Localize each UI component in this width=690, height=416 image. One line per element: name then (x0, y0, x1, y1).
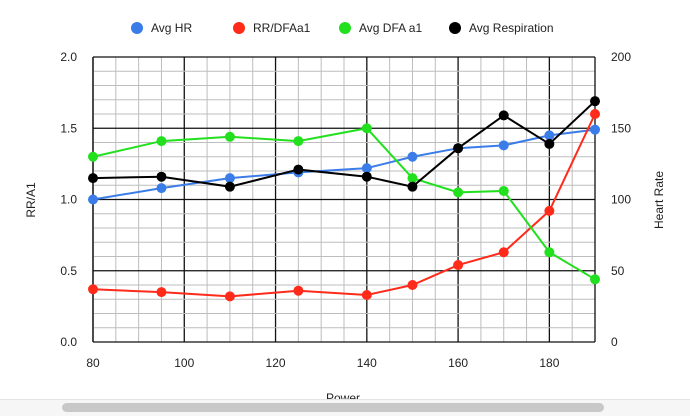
y-right-tick-label: 50 (611, 264, 625, 278)
legend-marker-rr-dfaa1 (233, 22, 245, 34)
y-left-tick-label: 2.0 (60, 50, 77, 64)
grid (92, 56, 596, 343)
data-point-rr-dfaa1 (590, 109, 600, 119)
data-point-avg-hr (156, 183, 167, 194)
y-axis-right-title: Heart Rate (652, 171, 666, 229)
data-point-avg-dfa-a1 (590, 274, 600, 285)
data-point-avg-respiration (498, 110, 509, 121)
y-left-tick-label: 1.5 (60, 121, 77, 135)
legend-label-avg-respiration: Avg Respiration (469, 21, 554, 35)
y-right-tick-label: 0 (611, 335, 618, 349)
horizontal-scrollbar-thumb[interactable] (62, 403, 604, 412)
data-point-rr-dfaa1 (224, 291, 235, 302)
data-point-avg-respiration (590, 96, 600, 107)
y-right-tick-label: 100 (611, 193, 631, 207)
data-point-avg-hr (361, 163, 372, 174)
data-point-rr-dfaa1 (407, 280, 418, 290)
y-left-tick-label: 1.0 (60, 193, 77, 207)
data-point-avg-dfa-a1 (88, 151, 98, 162)
data-point-avg-hr (544, 130, 555, 141)
x-tick-label: 160 (448, 356, 468, 370)
series-line-avg-dfa-a1 (92, 127, 596, 281)
data-point-avg-dfa-a1 (293, 136, 304, 147)
data-point-avg-respiration (544, 138, 555, 149)
legend-label-rr-dfaa1: RR/DFAa1 (253, 21, 311, 35)
data-point-avg-respiration (361, 171, 372, 182)
data-point-rr-dfaa1 (88, 284, 98, 295)
data-point-rr-dfaa1 (156, 287, 167, 298)
data-point-rr-dfaa1 (293, 285, 304, 296)
series-line-rr-dfaa1 (92, 113, 596, 298)
data-point-avg-dfa-a1 (156, 136, 167, 147)
y-left-tick-label: 0.0 (60, 335, 77, 349)
y-right-tick-label: 150 (611, 121, 631, 135)
data-point-avg-respiration (407, 181, 418, 192)
x-tick-label: 180 (539, 356, 559, 370)
x-tick-label: 80 (86, 356, 100, 370)
x-tick-label: 120 (266, 356, 286, 370)
legend-label-avg-dfa-a1: Avg DFA a1 (359, 21, 422, 35)
data-point-rr-dfaa1 (544, 205, 555, 216)
legend-label-avg-hr: Avg HR (151, 21, 192, 35)
data-point-avg-dfa-a1 (407, 173, 418, 184)
series-line-avg-respiration (92, 100, 596, 188)
data-point-avg-hr (224, 173, 235, 184)
y-axis-left-title: RR/A1 (24, 182, 38, 218)
legend-marker-avg-hr (131, 22, 143, 34)
legend-marker-avg-respiration (449, 22, 461, 34)
data-point-avg-dfa-a1 (361, 123, 372, 134)
data-point-avg-dfa-a1 (224, 131, 235, 142)
y-left-tick-label: 0.5 (60, 264, 77, 278)
series (88, 96, 600, 302)
data-point-rr-dfaa1 (361, 289, 372, 300)
data-point-avg-hr (498, 140, 509, 151)
data-point-avg-dfa-a1 (544, 247, 555, 258)
data-point-avg-respiration (88, 173, 98, 184)
y-right-tick-label: 200 (611, 50, 631, 64)
data-point-avg-dfa-a1 (498, 185, 509, 196)
data-point-avg-respiration (453, 143, 464, 154)
data-point-rr-dfaa1 (498, 247, 509, 258)
legend: Avg HR RR/DFAa1 Avg DFA a1 Avg Respiration (131, 21, 554, 35)
data-point-avg-hr (590, 124, 600, 135)
data-point-avg-hr (407, 151, 418, 162)
legend-marker-avg-dfa-a1 (339, 22, 351, 34)
data-point-avg-hr (88, 194, 98, 205)
x-tick-label: 100 (174, 356, 194, 370)
x-tick-label: 140 (357, 356, 377, 370)
data-point-avg-respiration (293, 164, 304, 175)
data-point-rr-dfaa1 (453, 260, 464, 271)
data-point-avg-dfa-a1 (453, 187, 464, 198)
data-point-avg-respiration (224, 181, 235, 192)
data-point-avg-respiration (156, 171, 167, 182)
series-line-avg-hr (92, 128, 596, 201)
